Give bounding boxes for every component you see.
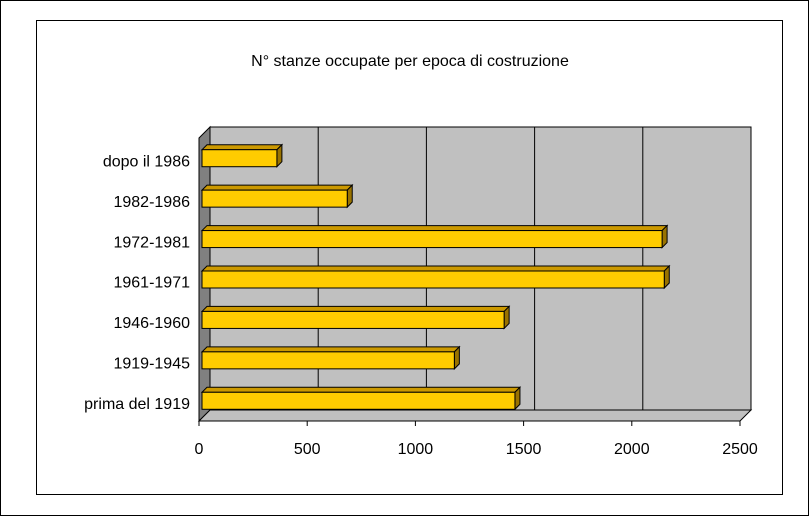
bar xyxy=(201,149,278,168)
floor xyxy=(197,409,753,422)
bar-top xyxy=(200,225,669,232)
bar-top xyxy=(200,346,461,353)
bar xyxy=(201,310,505,329)
bar-top xyxy=(200,305,511,312)
y-tick-label: 1946-1960 xyxy=(113,315,190,332)
chart-title: N° stanze occupate per epoca di costruzi… xyxy=(251,53,569,70)
bar-top xyxy=(200,184,354,191)
x-tick-label: 1500 xyxy=(506,441,542,458)
bar xyxy=(201,230,663,249)
y-tick-label: 1919-1945 xyxy=(113,356,190,373)
y-tick-label: 1982-1986 xyxy=(113,194,190,211)
bar xyxy=(201,270,665,289)
y-tick-label: dopo il 1986 xyxy=(103,153,190,170)
bar xyxy=(201,351,455,370)
y-tick-label: prima del 1919 xyxy=(84,396,190,413)
x-tick-label: 2000 xyxy=(614,441,650,458)
bar-top xyxy=(200,265,671,272)
x-tick-label: 0 xyxy=(195,441,204,458)
bar xyxy=(201,189,348,208)
y-tick-label: 1972-1981 xyxy=(113,234,190,251)
x-tick-label: 500 xyxy=(294,441,321,458)
y-tick-label: 1961-1971 xyxy=(113,275,190,292)
x-tick-label: 1000 xyxy=(398,441,434,458)
bar-top xyxy=(200,144,284,151)
x-tick-label: 2500 xyxy=(722,441,758,458)
bar-top xyxy=(200,386,522,393)
bar xyxy=(201,391,516,410)
